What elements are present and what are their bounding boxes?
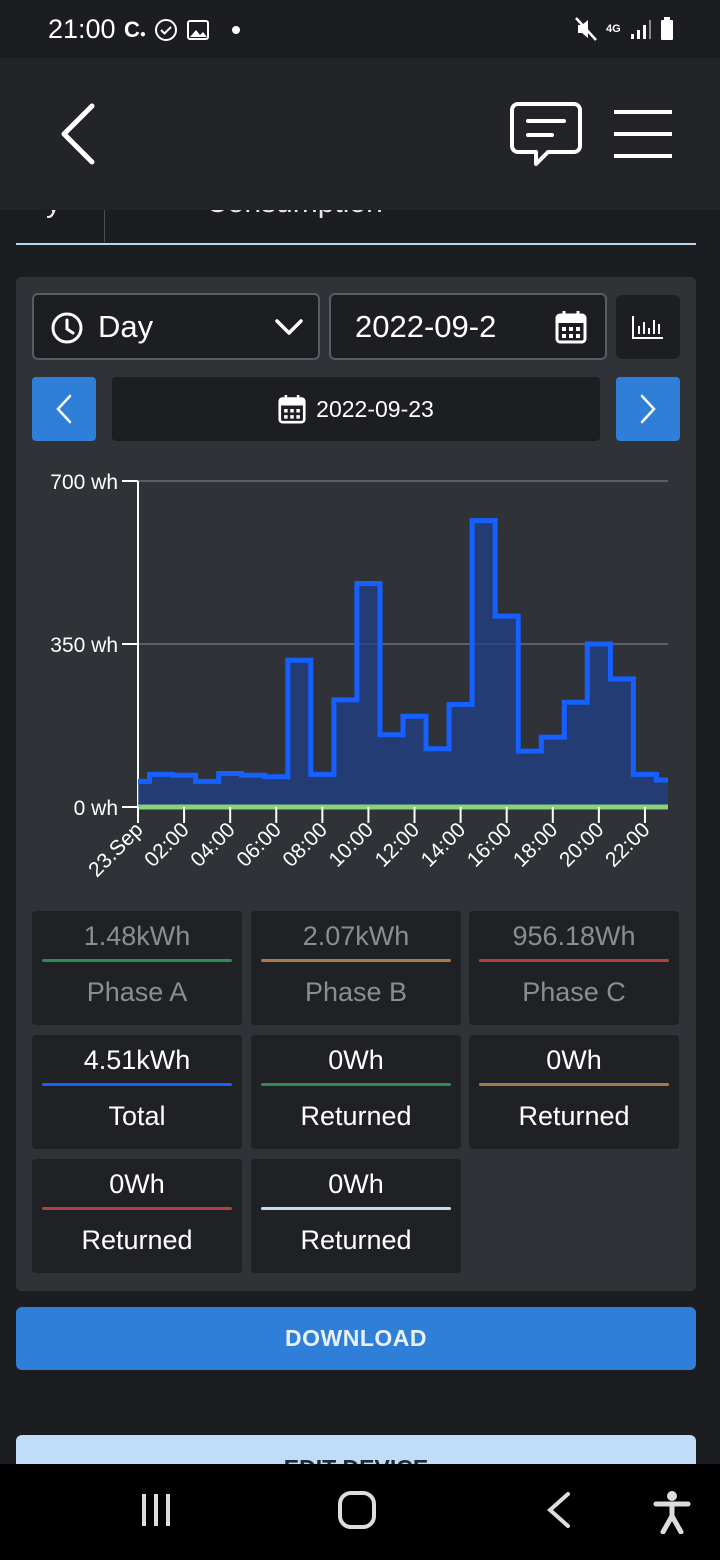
chevron-left-icon — [56, 394, 72, 424]
status-system-icons: 4G — [574, 14, 674, 44]
menu-button[interactable] — [610, 104, 676, 164]
stat-tile: 0Wh Returned — [251, 1035, 461, 1149]
stat-label: Returned — [300, 1101, 412, 1131]
stat-label: Phase A — [86, 977, 188, 1007]
x-tick-label: 06:00 — [232, 818, 285, 871]
home-icon[interactable] — [336, 1490, 378, 1530]
back-nav-icon[interactable] — [544, 1490, 574, 1530]
bar-chart-icon — [632, 316, 663, 339]
stat-label: Returned — [518, 1101, 630, 1131]
y-tick-label: 350 wh — [50, 634, 118, 657]
image-icon — [186, 20, 209, 40]
period-select[interactable]: Day — [32, 293, 320, 360]
x-tick-label: 12:00 — [371, 818, 424, 871]
stat-color-bar — [261, 959, 451, 962]
messages-button[interactable] — [508, 98, 584, 170]
back-button[interactable] — [48, 98, 108, 170]
c-notification-icon: C● — [124, 17, 146, 42]
x-tick-label: 20:00 — [555, 818, 608, 871]
x-tick-label: 14:00 — [417, 818, 470, 871]
more-notifications-dot — [231, 26, 240, 34]
status-time: 21:00 — [48, 14, 116, 44]
period-value: Day — [98, 309, 154, 344]
network-type: 4G — [606, 22, 621, 35]
stat-tile: 4.51kWh Total — [32, 1035, 242, 1149]
clock-icon — [51, 312, 83, 344]
x-tick-label: 23.Sep — [84, 818, 147, 881]
stat-tile: 956.18Wh Phase C — [469, 911, 679, 1025]
chevron-right-icon — [640, 394, 656, 424]
y-tick-label: 700 wh — [50, 471, 118, 494]
accessibility-icon[interactable] — [652, 1490, 692, 1534]
stat-tile: 1.48kWh Phase A — [32, 911, 242, 1025]
stat-tile: 0Wh Returned — [251, 1159, 461, 1273]
selected-date-display[interactable]: 2022-09-23 — [112, 377, 600, 441]
stat-tile: 0Wh Returned — [469, 1035, 679, 1149]
stat-value: 0Wh — [328, 1045, 384, 1075]
stat-label: Total — [108, 1101, 166, 1131]
stat-value: 0Wh — [546, 1045, 602, 1075]
chart-svg: 0 wh 350 wh 700 wh 23.Sep02:0004:0006:0008:… — [50, 471, 668, 882]
tab-divider — [104, 210, 105, 242]
chevron-down-icon — [275, 319, 303, 335]
check-circle-icon — [154, 19, 177, 41]
stat-color-bar — [42, 959, 232, 962]
stat-color-bar — [42, 1083, 232, 1086]
stat-value: 0Wh — [328, 1169, 384, 1199]
stat-label: Returned — [81, 1225, 193, 1255]
status-bar: 21:00 C● 4G — [0, 0, 720, 58]
stat-color-bar — [42, 1207, 232, 1210]
hamburger-menu-icon — [614, 110, 672, 158]
mute-icon — [575, 17, 597, 41]
selected-date-text: 2022-09-23 — [316, 395, 434, 422]
x-tick-label: 08:00 — [278, 818, 331, 871]
stat-label: Phase C — [522, 977, 626, 1007]
y-tick-label: 0 wh — [74, 797, 118, 820]
stat-value: 2.07kWh — [302, 921, 410, 951]
calendar-icon — [278, 395, 306, 424]
series-line — [138, 518, 668, 784]
stat-label: Returned — [300, 1225, 412, 1255]
system-nav-bar — [0, 1464, 720, 1560]
x-tick-label: 04:00 — [186, 818, 239, 871]
download-button[interactable]: DOWNLOAD — [16, 1307, 696, 1370]
signal-icon — [631, 20, 651, 39]
stat-color-bar — [261, 1207, 451, 1210]
chevron-left-icon — [61, 103, 95, 165]
stat-color-bar — [479, 1083, 669, 1086]
stat-label: Phase B — [304, 977, 408, 1007]
chart-type-button[interactable] — [616, 295, 680, 359]
x-tick-label: 02:00 — [140, 818, 193, 871]
battery-icon — [661, 17, 673, 40]
stat-value: 0Wh — [109, 1169, 165, 1199]
status-notification-icons: C● — [124, 16, 240, 44]
stat-tile: 2.07kWh Phase B — [251, 911, 461, 1025]
calendar-icon[interactable] — [555, 310, 587, 344]
stat-value: 956.18Wh — [512, 921, 636, 951]
previous-day-button[interactable] — [32, 377, 96, 441]
series-area — [138, 520, 668, 807]
message-icon — [510, 102, 582, 166]
next-day-button[interactable] — [616, 377, 680, 441]
stat-value: 1.48kWh — [83, 921, 191, 951]
x-tick-label: 10:00 — [325, 818, 378, 871]
x-tick-label: 18:00 — [509, 818, 562, 871]
x-tick-label: 16:00 — [463, 818, 516, 871]
date-input[interactable]: 2022-09-2 — [329, 293, 607, 360]
stat-value: 4.51kWh — [83, 1045, 191, 1075]
consumption-card: Day 2022-09-2 2022-09-23 0 wh 350 wh 700 w… — [16, 277, 696, 1291]
x-tick-label: 22:00 — [601, 818, 654, 871]
stat-tile: 0Wh Returned — [32, 1159, 242, 1273]
date-input-value: 2022-09-2 — [355, 309, 497, 344]
consumption-chart: 0 wh 350 wh 700 wh 23.Sep 02:00 04:00 06:00 08:… — [16, 447, 696, 907]
app-header — [0, 58, 720, 210]
stat-color-bar — [261, 1083, 451, 1086]
stat-color-bar — [479, 959, 669, 962]
recent-apps-icon[interactable] — [138, 1490, 174, 1530]
